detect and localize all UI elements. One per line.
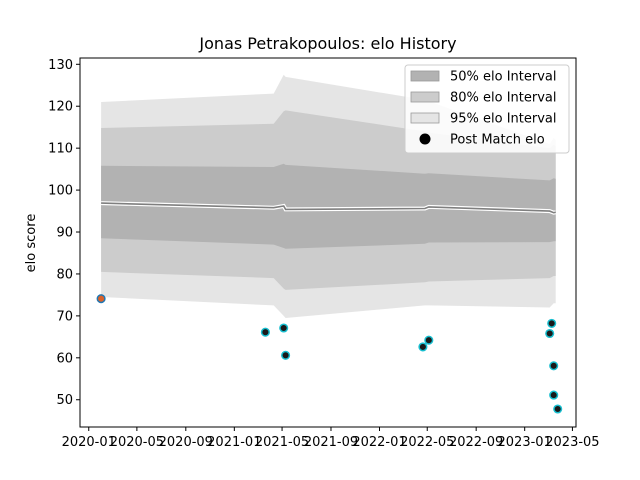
x-tick-label: 2021-05 bbox=[255, 435, 309, 450]
post-match-point bbox=[96, 294, 106, 304]
y-tick-label: 70 bbox=[56, 309, 73, 324]
legend-swatch bbox=[410, 112, 440, 124]
mean-elo-line bbox=[101, 202, 556, 214]
legend-label: 50% elo Interval bbox=[450, 70, 557, 85]
post-match-point bbox=[549, 390, 559, 400]
y-tick-label: 130 bbox=[48, 58, 73, 73]
y-tick-label: 60 bbox=[56, 351, 73, 366]
post-match-point bbox=[549, 361, 559, 371]
mean-elo-line-group bbox=[101, 201, 557, 215]
legend-swatch bbox=[410, 70, 440, 82]
x-tick-label: 2020-09 bbox=[159, 435, 213, 450]
plot-frame bbox=[79, 57, 577, 428]
chart-title: Jonas Petrakopoulos: elo History bbox=[198, 34, 456, 53]
legend-box bbox=[404, 64, 570, 154]
y-tick-label: 80 bbox=[56, 267, 73, 282]
x-tick-label: 2021-09 bbox=[304, 435, 358, 450]
axes: 50 60 70 80 90 100 110 120 130 2020-012020-052020… bbox=[48, 57, 600, 450]
post-match-point bbox=[545, 328, 555, 339]
x-tick-label: 2022-01 bbox=[352, 435, 406, 450]
post-match-point bbox=[418, 342, 428, 352]
x-tick-label: 2022-09 bbox=[449, 435, 503, 450]
post-match-point bbox=[553, 404, 563, 414]
post-match-points bbox=[96, 294, 563, 414]
x-tick-label: 2021-01 bbox=[207, 435, 261, 450]
x-tick-label: 2023-01 bbox=[498, 435, 552, 450]
post-match-point bbox=[424, 335, 434, 345]
y-tick-label: 50 bbox=[56, 393, 73, 408]
y-tick-label: 110 bbox=[48, 142, 73, 157]
post-match-point bbox=[547, 318, 557, 328]
legend: 50% elo Interval 80% elo Interval 95% elo … bbox=[404, 64, 570, 154]
y-axis-label: elo score bbox=[24, 214, 39, 273]
legend-marker bbox=[419, 133, 431, 145]
band-50-area bbox=[101, 163, 556, 249]
post-match-point bbox=[281, 350, 291, 360]
legend-label: 80% elo Interval bbox=[450, 91, 557, 106]
y-tick-label: 90 bbox=[56, 226, 73, 241]
legend-label: Post Match elo bbox=[450, 133, 545, 148]
y-tick-label: 120 bbox=[48, 100, 73, 115]
y-tick-label: 100 bbox=[48, 184, 73, 199]
x-tick-label: 2020-01 bbox=[62, 435, 116, 450]
legend-swatch bbox=[410, 91, 440, 103]
post-match-point bbox=[260, 327, 270, 337]
x-tick-label: 2023-05 bbox=[545, 435, 599, 450]
legend-label: 95% elo Interval bbox=[450, 112, 557, 127]
x-tick-label: 2022-05 bbox=[400, 435, 454, 450]
x-tick-label: 2020-05 bbox=[110, 435, 164, 450]
post-match-point bbox=[279, 323, 289, 333]
